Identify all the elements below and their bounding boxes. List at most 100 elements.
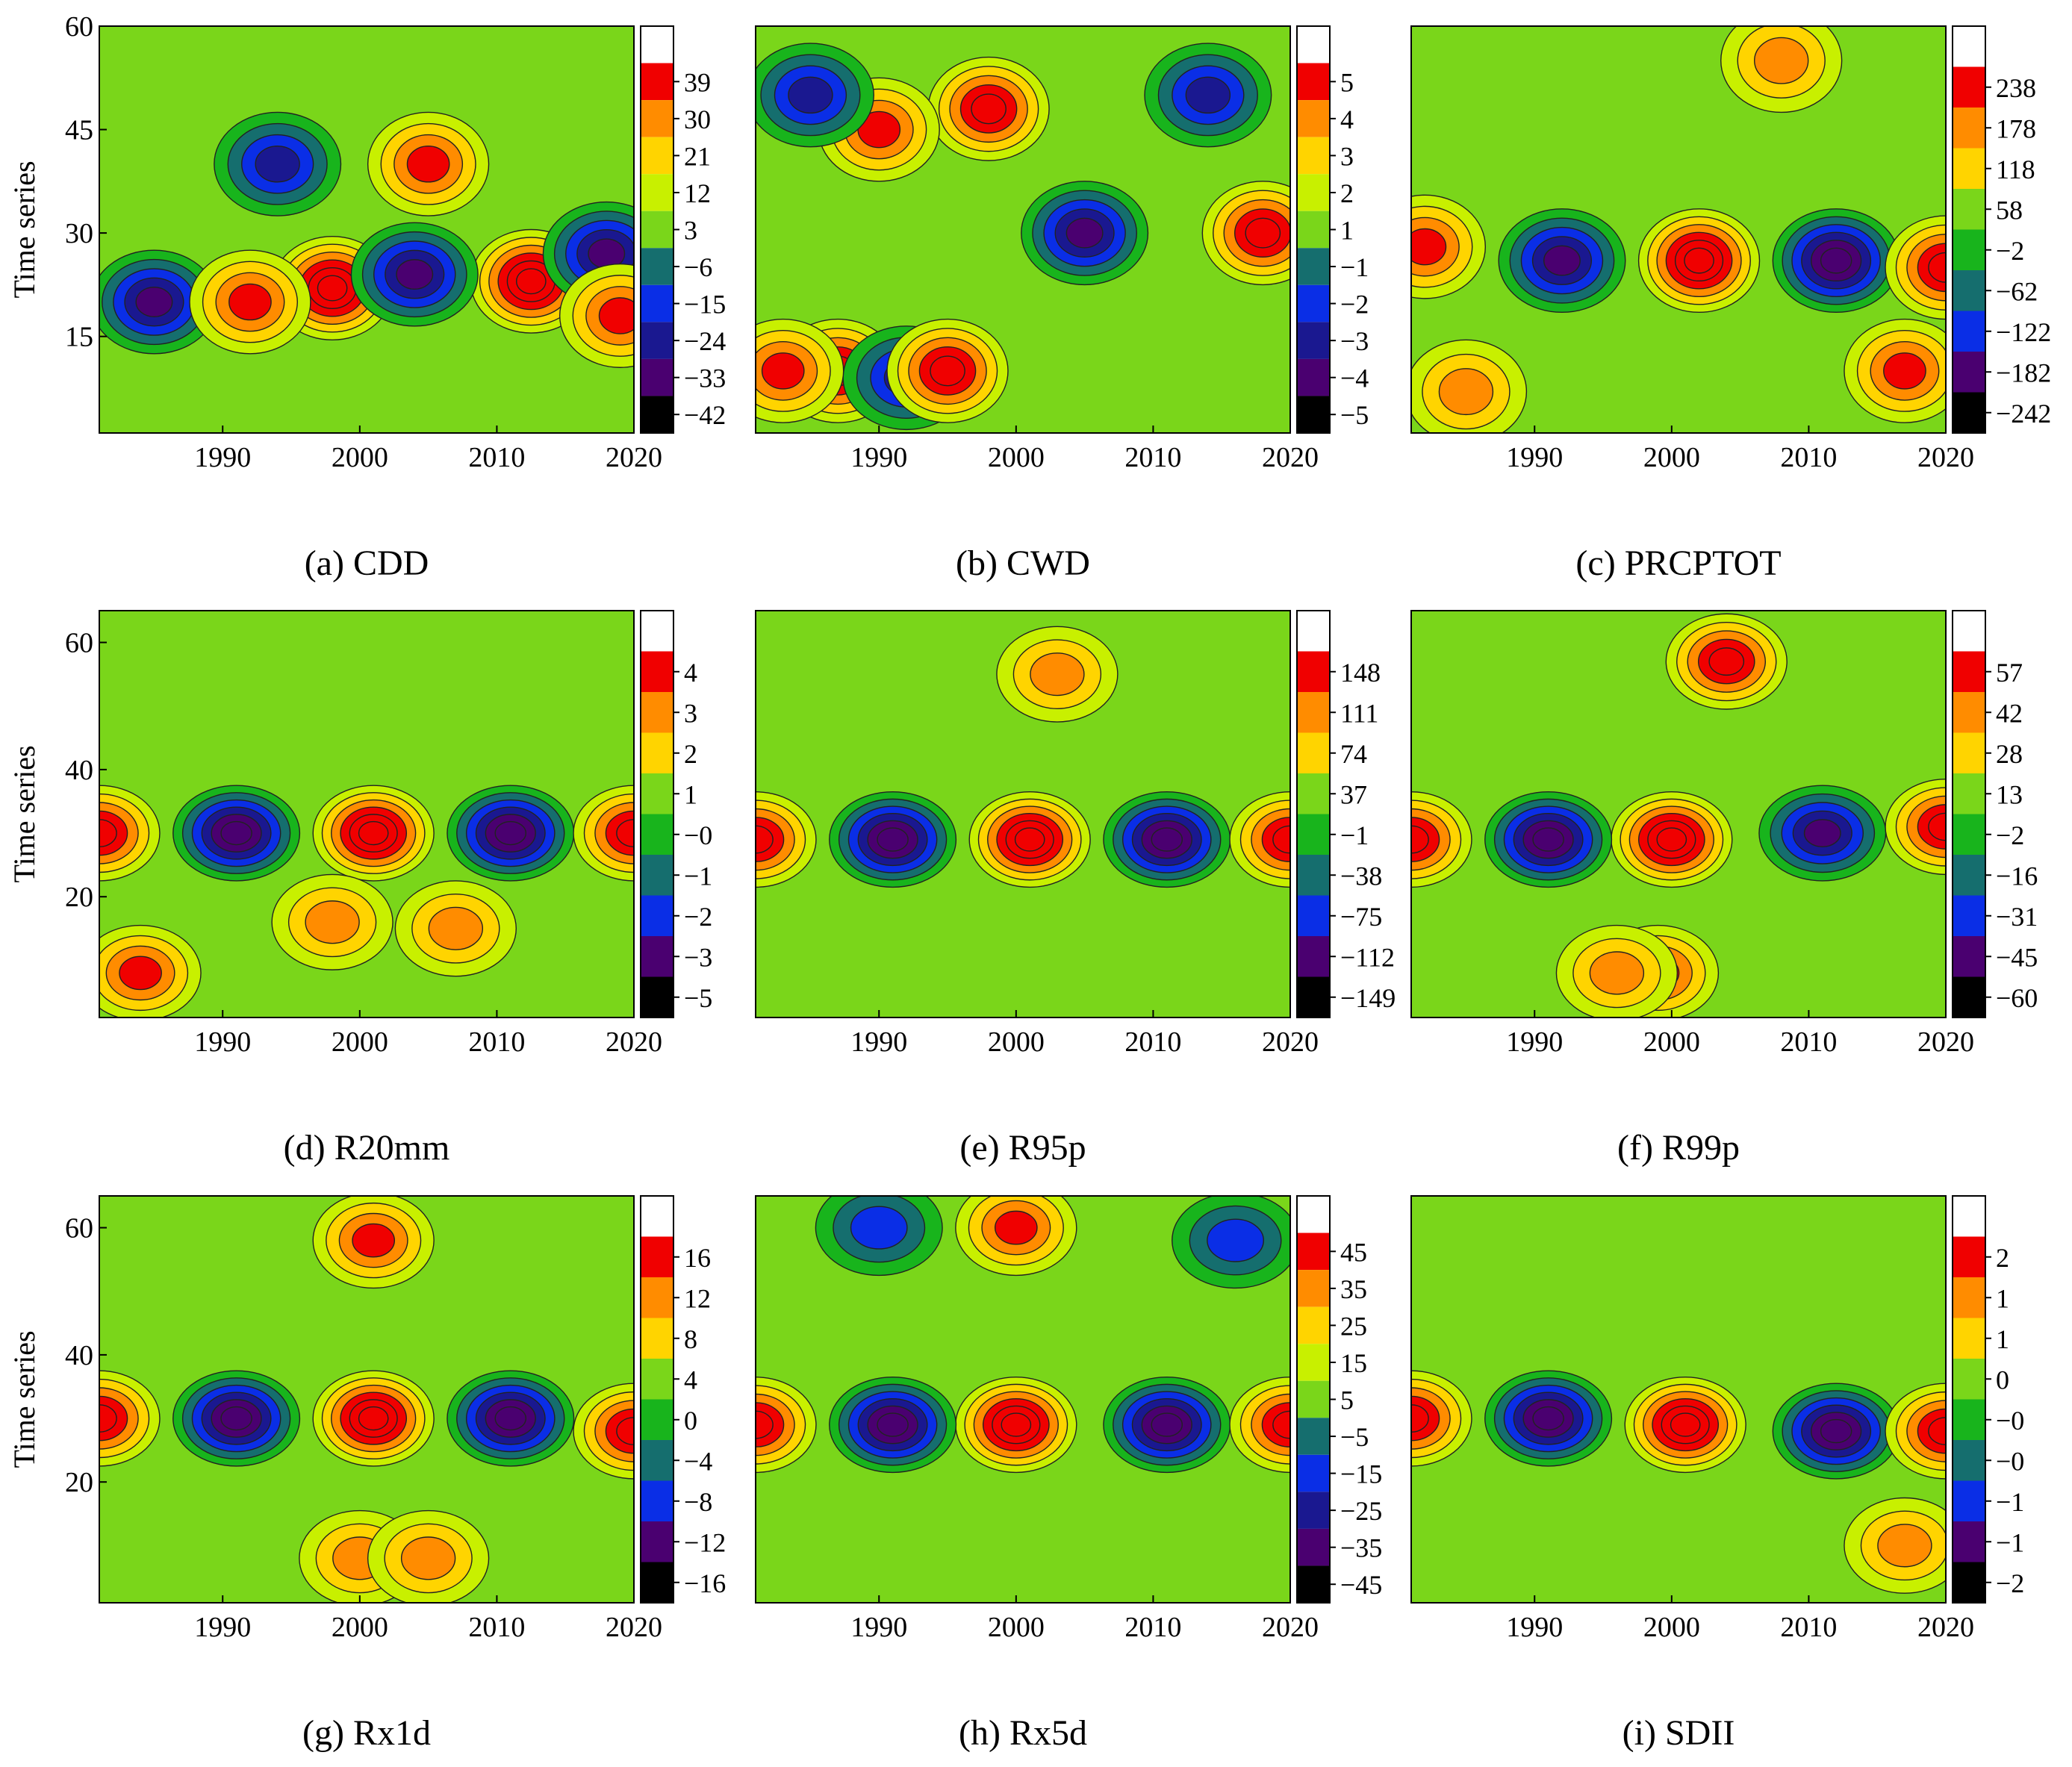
colorbar-label: 25: [1340, 1311, 1367, 1341]
x-tick-label: 1990: [1506, 1026, 1563, 1058]
contour-level: [396, 259, 434, 290]
colorbar-swatch: [1297, 174, 1330, 211]
colorbar-label: −122: [1996, 317, 2051, 347]
colorbar-label: 42: [1996, 698, 2023, 728]
x-tick-label: 2000: [1643, 1026, 1700, 1058]
x-tick-label: 2020: [1262, 442, 1319, 473]
contour-level: [135, 286, 173, 317]
panel-8: 1990 2000 2010 2020 2 1 1 0 −0 −0 −1 −1 −2 (i) SDII: [1410, 1195, 2024, 1753]
colorbar-label: 1: [684, 779, 697, 809]
contour-level: [1151, 827, 1183, 852]
colorbar-label: −2: [684, 902, 712, 932]
x-tick-label: 2020: [1262, 1026, 1319, 1058]
x-tick-label: 2020: [1262, 1612, 1319, 1643]
colorbar-swatch: [1297, 976, 1330, 1017]
y-tick-label: 45: [65, 115, 93, 146]
x-tick-label: 2010: [468, 442, 525, 473]
colorbar-swatch: [641, 1318, 673, 1359]
contour-level: [119, 956, 162, 991]
colorbar: 2 1 1 0 −0 −0 −1 −1 −2: [1952, 1195, 2024, 1604]
contour-level: [1065, 217, 1104, 249]
colorbar-label: 3: [684, 216, 697, 246]
colorbar-label: −1: [1996, 1487, 2024, 1517]
colorbar-swatch: [641, 732, 673, 773]
panel-caption: (g) Rx1d: [302, 1713, 431, 1753]
colorbar-label: −112: [1340, 942, 1395, 972]
colorbar-swatch: [1297, 936, 1330, 977]
colorbar-swatch: [1953, 66, 1985, 107]
colorbar-frame: [1296, 610, 1331, 1018]
colorbar-label: −1: [684, 861, 712, 891]
colorbar-swatch: [641, 1521, 673, 1562]
colorbar-swatch: [1297, 1528, 1330, 1566]
colorbar-label: 74: [1340, 739, 1367, 769]
colorbar-label: 3: [1340, 141, 1354, 171]
contour-level: [850, 1206, 908, 1250]
colorbar-swatch: [1953, 1236, 1985, 1277]
colorbar-label: 2: [1996, 1243, 2009, 1273]
colorbar-swatch: [641, 773, 673, 814]
colorbar-swatch: [1953, 855, 1985, 896]
y-tick-label: 20: [65, 882, 93, 913]
colorbar-swatch: [641, 936, 673, 977]
contour-field: [1411, 611, 1946, 1017]
colorbar-swatch: [641, 651, 673, 692]
contour-level: [1030, 652, 1085, 696]
x-tick-label: 1990: [850, 1612, 907, 1643]
colorbar-label: 148: [1340, 658, 1381, 688]
colorbar: 5 4 3 2 1 −1 −2 −3 −4 −5: [1296, 25, 1369, 434]
x-tick-label: 2020: [606, 1612, 662, 1643]
colorbar-swatch: [641, 322, 673, 359]
y-tick-label: 60: [65, 1213, 93, 1244]
colorbar-label: 2: [1340, 178, 1354, 208]
colorbar-swatch: [641, 814, 673, 855]
colorbar-swatch: [641, 174, 673, 211]
x-tick-label: 2000: [988, 1612, 1045, 1643]
colorbar-label: −6: [684, 252, 712, 282]
colorbar-swatch: [1953, 1480, 1985, 1521]
colorbar-label: 0: [684, 1406, 697, 1436]
x-tick-label: 1990: [850, 1026, 907, 1058]
contour-level: [1754, 37, 1809, 84]
colorbar-swatch: [1297, 322, 1330, 359]
colorbar-swatch: [1953, 1196, 1985, 1237]
contour-level: [352, 1223, 396, 1258]
y-tick-label: 15: [65, 322, 93, 353]
contour-level: [1207, 1218, 1264, 1262]
plot-frame: [99, 1195, 635, 1604]
colorbar-label: 0: [1996, 1365, 2009, 1394]
contour-level: [1589, 951, 1645, 995]
panel-caption: (f) R99p: [1617, 1128, 1740, 1168]
contour-field: [756, 26, 1290, 433]
colorbar-swatch: [641, 1399, 673, 1440]
colorbar-label: 13: [1996, 779, 2023, 809]
x-tick-label: 1990: [194, 1612, 251, 1643]
colorbar: 4 3 2 1 −0 −1 −2 −3 −5: [640, 610, 712, 1018]
contour-level: [1877, 1524, 1932, 1568]
x-tick-label: 1990: [850, 442, 907, 473]
contour-level: [1820, 247, 1852, 274]
colorbar-swatch: [641, 211, 673, 249]
contour-level: [598, 297, 634, 334]
contour-level: [1656, 827, 1687, 852]
contour-level: [494, 1406, 527, 1431]
colorbar-label: 35: [1340, 1274, 1367, 1304]
contour-field: [756, 611, 1290, 1017]
contour-field: [99, 26, 634, 433]
panel-5: 1990 2000 2010 2020 57 42 28 13 −2 −16 −31 −45 −60 (f…: [1410, 610, 2038, 1168]
colorbar-label: −5: [1340, 400, 1369, 430]
colorbar: 16 12 8 4 0 −4 −8 −12 −16: [640, 1195, 726, 1604]
colorbar-swatch: [1297, 211, 1330, 249]
colorbar-label: 57: [1996, 658, 2023, 688]
colorbar-label: −3: [1340, 326, 1369, 356]
colorbar-label: −0: [1996, 1406, 2024, 1436]
y-tick-label: 40: [65, 755, 93, 786]
panel-1: 1990 2000 2010 2020 5 4 3 2 1 −1 −2 −3 −4 −5 (b) CWD: [755, 25, 1369, 583]
field-background: [99, 26, 634, 433]
colorbar-swatch: [1953, 148, 1985, 189]
colorbar-swatch: [1953, 611, 1985, 652]
colorbar-swatch: [1297, 1344, 1330, 1381]
y-tick-label: 30: [65, 218, 93, 249]
colorbar-label: −38: [1340, 861, 1382, 891]
colorbar-swatch: [1953, 1277, 1985, 1318]
